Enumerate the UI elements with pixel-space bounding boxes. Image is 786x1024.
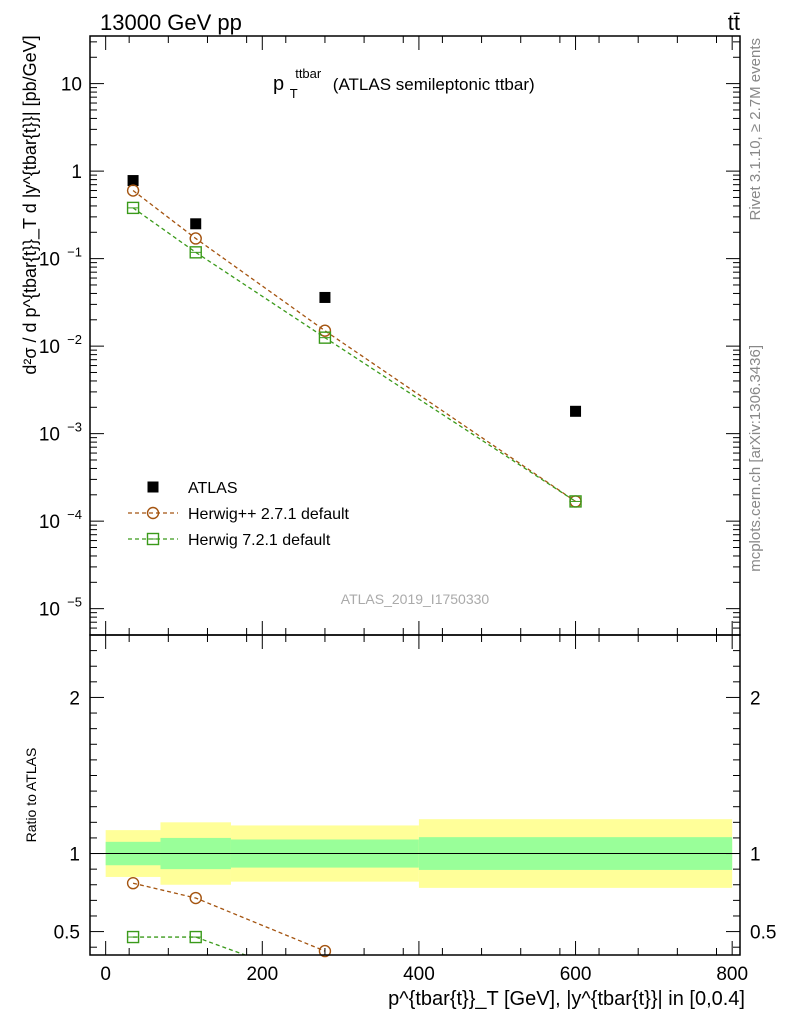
x-axis-label: p^{tbar{t}}_T [GeV], |y^{tbar{t}}| in [0… — [388, 988, 745, 1010]
header-left: 13000 GeV pp — [100, 10, 242, 35]
ratio-ylabel: Ratio to ATLAS — [23, 748, 39, 843]
ratio-ytick-label-right-0: 0.5 — [750, 923, 776, 944]
main-ytick-exp-5: −4 — [67, 507, 82, 522]
ratio-ytick-label-right-2: 2 — [750, 688, 761, 709]
ratio-uncertainty-bands — [90, 819, 740, 888]
mcplots-label: mcplots.cern.ch [arXiv:1306.3436] — [747, 345, 764, 572]
legend-label-2: Herwig 7.2.1 default — [188, 532, 331, 549]
main-point-series-0-2 — [319, 291, 331, 303]
main-point-series-1-0 — [126, 184, 140, 197]
main-point-series-0-3 — [570, 405, 582, 417]
series-lines — [132, 882, 326, 955]
main-ytick-exp-4: −3 — [67, 420, 82, 435]
main-ytick-label-4: 10 — [39, 425, 60, 446]
x-tick-label-0: 0 — [100, 964, 111, 985]
plot-title: p T ttbar (ATLAS semileptonic ttbar) — [273, 61, 535, 103]
main-ytick-label-5: 10 — [39, 512, 60, 533]
ratio-point-series-0-0 — [126, 876, 140, 890]
x-tick-label-3: 600 — [560, 964, 592, 985]
ratio-ytick-label-left-2: 2 — [69, 688, 80, 709]
ratio-ytick-label-right-1: 1 — [750, 845, 761, 866]
plot-title-sub: T — [290, 86, 298, 101]
main-point-series-0-0 — [127, 175, 139, 187]
main-point-series-1-2 — [318, 324, 332, 337]
plot-title-sup: ttbar — [295, 66, 322, 81]
main-ytick-label-6: 10 — [39, 600, 60, 621]
main-ytick-label-2: 10 — [39, 250, 60, 271]
main-ytick-exp-3: −2 — [67, 332, 82, 347]
rivet-label: Rivet 3.1.10, ≥ 2.7M events — [747, 38, 764, 221]
x-tick-label-2: 400 — [403, 964, 435, 985]
plot-title-main: p — [273, 73, 284, 95]
series-markers — [126, 175, 582, 958]
main-ytick-label-3: 10 — [39, 337, 60, 358]
main-point-series-1-1 — [189, 232, 202, 245]
legend: ATLAS Herwig++ 2.7.1 default Herwig 7.2.1 … — [128, 480, 350, 549]
x-tick-label-4: 800 — [716, 964, 748, 985]
ratio-point-series-0-2 — [318, 944, 332, 958]
legend-label-0: ATLAS — [188, 480, 238, 497]
ratio-line-series-1 — [133, 936, 246, 955]
main-ytick-exp-2: −1 — [67, 245, 82, 260]
ratio-frame — [89, 634, 741, 956]
ratio-ytick-label-left-1: 1 — [69, 845, 80, 866]
main-ytick-label-1: 1 — [71, 162, 82, 183]
main-ytick-label-0: 10 — [61, 75, 82, 96]
plot-title-rest: (ATLAS semileptonic ttbar) — [333, 75, 535, 94]
x-tick-label-1: 200 — [246, 964, 278, 985]
ratio-point-series-0-1 — [189, 891, 202, 905]
main-line-series-1 — [132, 190, 576, 502]
ratio-ytick-label-left-0: 0.5 — [54, 923, 80, 944]
main-point-series-0-1 — [190, 218, 202, 230]
header-right: tt̄ — [728, 10, 740, 35]
ratio-line-series-0 — [132, 882, 326, 952]
main-ylabel: d²σ / d p^{tbar{t}}_T d |y^{tbar{t}}| [p… — [20, 35, 41, 374]
analysis-watermark: ATLAS_2019_I1750330 — [341, 591, 490, 607]
main-ytick-exp-6: −5 — [67, 595, 82, 610]
legend-label-1: Herwig++ 2.7.1 default — [188, 506, 350, 523]
legend-marker-0 — [147, 481, 159, 493]
legend-marker-1 — [146, 506, 160, 520]
main-line-series-2 — [132, 207, 576, 502]
